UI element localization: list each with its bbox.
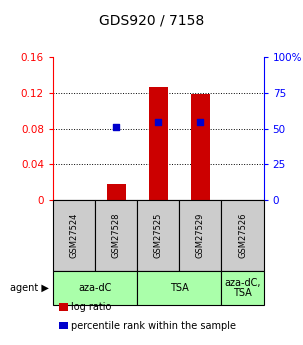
- Bar: [179, 200, 221, 270]
- Text: agent ▶: agent ▶: [10, 283, 49, 293]
- Bar: [95, 200, 137, 270]
- Text: GSM27526: GSM27526: [238, 213, 247, 258]
- Text: percentile rank within the sample: percentile rank within the sample: [71, 321, 236, 331]
- Bar: [221, 270, 264, 305]
- Text: GDS920 / 7158: GDS920 / 7158: [99, 14, 204, 28]
- Bar: [149, 87, 168, 200]
- Text: log ratio: log ratio: [71, 302, 112, 312]
- Bar: [107, 184, 126, 200]
- Text: TSA: TSA: [170, 283, 189, 293]
- Point: [198, 119, 203, 124]
- Text: aza-dC: aza-dC: [78, 283, 112, 293]
- Point: [156, 119, 161, 124]
- Bar: [53, 270, 137, 305]
- Bar: [191, 94, 210, 200]
- Text: GSM27528: GSM27528: [112, 213, 121, 258]
- Point: [114, 124, 119, 130]
- Bar: [137, 270, 221, 305]
- Bar: [137, 200, 179, 270]
- Text: GSM27524: GSM27524: [70, 213, 78, 258]
- Bar: [221, 200, 264, 270]
- Text: aza-dC,
TSA: aza-dC, TSA: [224, 278, 261, 298]
- Text: GSM27525: GSM27525: [154, 213, 163, 258]
- Text: GSM27529: GSM27529: [196, 213, 205, 258]
- Bar: [53, 200, 95, 270]
